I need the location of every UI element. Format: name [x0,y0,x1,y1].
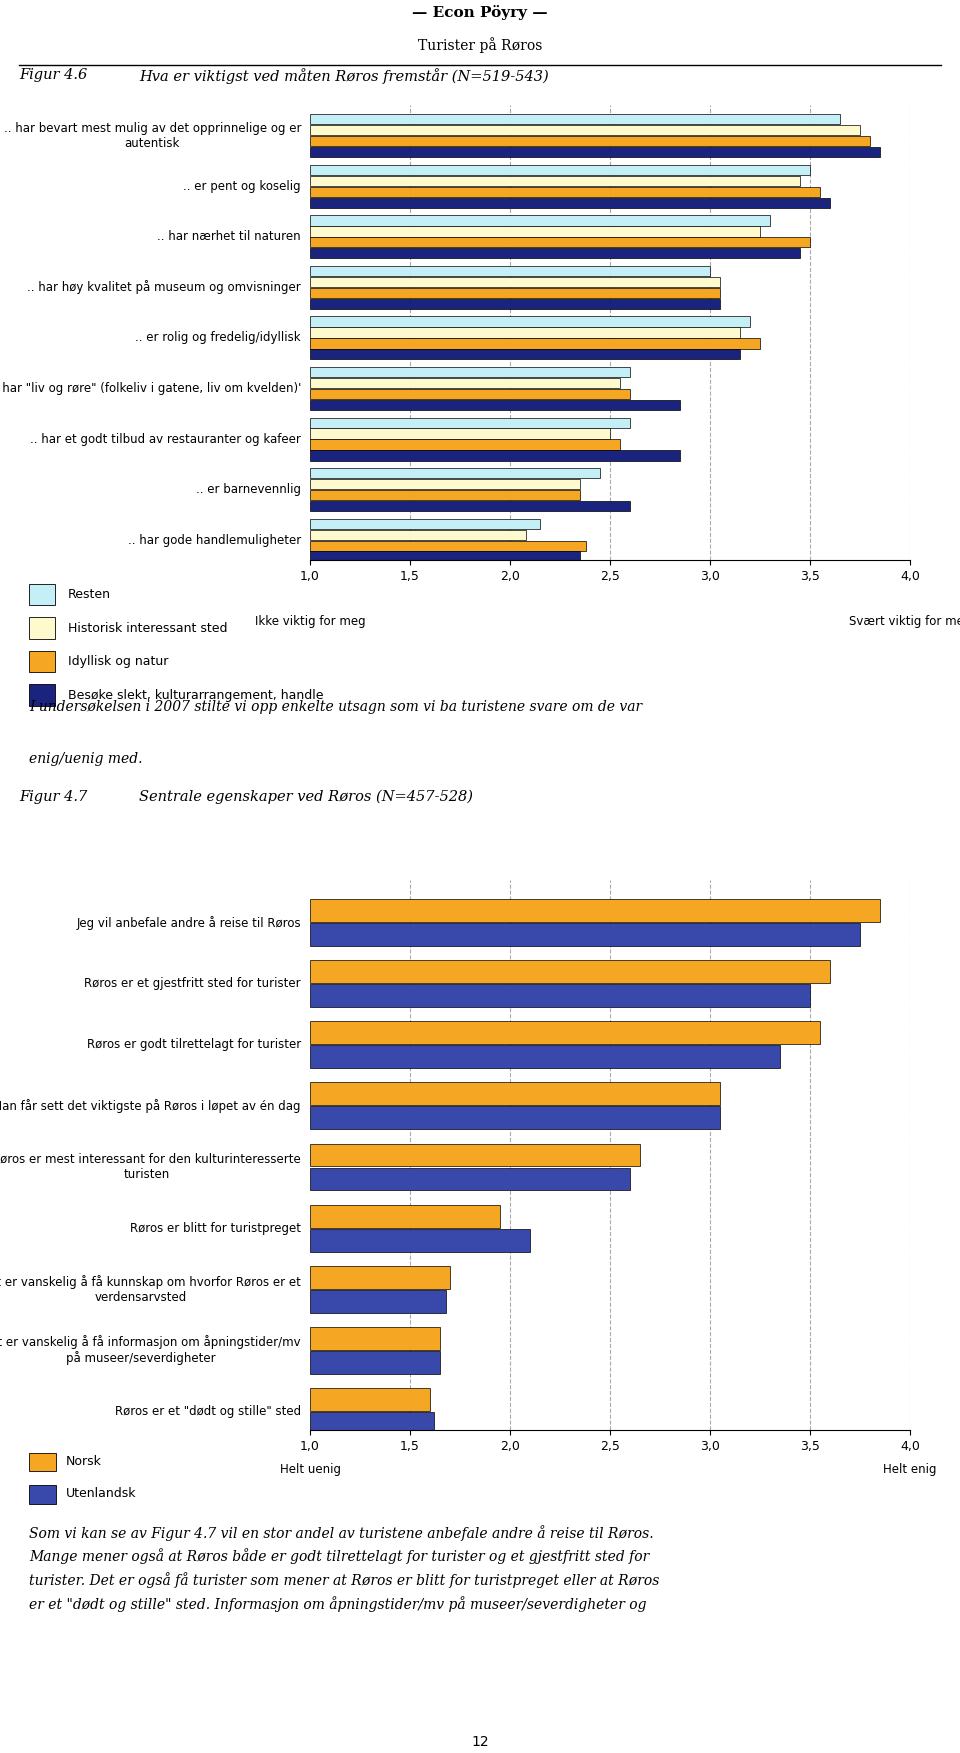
Text: Hva er viktigst ved måten Røros fremstår (N=519-543): Hva er viktigst ved måten Røros fremstår… [139,68,549,84]
Bar [310,400,680,410]
Text: Røros er et gjestfritt sted for turister: Røros er et gjestfritt sted for turister [84,976,301,990]
Bar [310,552,580,561]
Bar [29,1453,56,1471]
Bar [310,124,860,135]
Bar [310,1229,530,1252]
Bar [29,584,55,605]
Text: .. har et godt tilbud av restauranter og kafeer: .. har et godt tilbud av restauranter og… [30,433,301,445]
Bar [29,684,55,706]
Text: .. har "liv og røre" (folkeliv i gatene, liv om kvelden)': .. har "liv og røre" (folkeliv i gatene,… [0,382,301,394]
Text: .. har bevart mest mulig av det opprinnelige og er
autentisk: .. har bevart mest mulig av det opprinne… [4,121,301,149]
Bar [310,1290,446,1313]
Bar [310,175,800,186]
Bar [310,186,820,196]
Text: Svært viktig for meg: Svært viktig for meg [849,615,960,628]
Bar [310,519,540,529]
Bar [310,114,840,124]
Text: .. har nærhet til naturen: .. har nærhet til naturen [157,230,301,244]
Bar [310,338,760,349]
Text: Sentrale egenskaper ved Røros (N=457-528): Sentrale egenskaper ved Røros (N=457-528… [139,791,473,805]
Bar [310,1143,640,1166]
Bar [310,389,630,400]
Text: I undersøkelsen i 2007 stilte vi opp enkelte utsagn som vi ba turistene svare om: I undersøkelsen i 2007 stilte vi opp enk… [29,699,642,713]
Bar [29,617,55,638]
Bar [310,198,830,209]
Bar [310,277,720,287]
Text: 12: 12 [471,1734,489,1748]
Bar [310,1411,434,1436]
Text: Utenlandsk: Utenlandsk [65,1487,136,1501]
Text: Figur 4.6: Figur 4.6 [19,68,87,82]
Bar [310,317,750,326]
Bar [310,983,810,1008]
Text: Helt enig: Helt enig [883,1464,937,1476]
Bar [310,137,870,145]
Text: — Econ Pöyry —: — Econ Pöyry — [412,5,548,21]
Bar [29,1485,56,1504]
Text: Historisk interessant sted: Historisk interessant sted [67,622,228,635]
Bar [310,1167,630,1190]
Bar [310,165,810,175]
Bar [310,1106,720,1129]
Bar [310,961,830,983]
Text: Røros er blitt for turistpreget: Røros er blitt for turistpreget [130,1222,301,1234]
Bar [310,226,760,237]
Text: Røros er et "dødt og stille" sted: Røros er et "dødt og stille" sted [115,1404,301,1418]
Bar [310,468,600,479]
Bar [310,266,710,277]
Bar [310,287,720,298]
Bar [310,540,586,550]
Text: Ikke viktig for meg: Ikke viktig for meg [254,615,366,628]
Text: Røros er mest interessant for den kulturinteresserte
turisten: Røros er mest interessant for den kultur… [0,1153,301,1182]
Text: .. er rolig og fredelig/idyllisk: .. er rolig og fredelig/idyllisk [135,331,301,345]
Bar [310,328,740,338]
Bar [310,428,610,438]
Bar [310,451,680,461]
Bar [310,440,620,451]
Text: Man får sett det viktigste på Røros i løpet av én dag: Man får sett det viktigste på Røros i lø… [0,1099,301,1113]
Text: Norsk: Norsk [65,1455,102,1467]
Bar [310,237,810,247]
Bar [310,899,880,922]
Text: Idyllisk og natur: Idyllisk og natur [67,656,168,668]
Text: Røros er godt tilrettelagt for turister: Røros er godt tilrettelagt for turister [86,1038,301,1052]
Text: Det er vanskelig å få kunnskap om hvorfor Røros er et
verdensarvsted: Det er vanskelig å få kunnskap om hvorfo… [0,1274,301,1304]
Text: .. har høy kvalitet på museum og omvisninger: .. har høy kvalitet på museum og omvisni… [27,280,301,295]
Text: Resten: Resten [67,587,110,601]
Bar [310,1352,440,1374]
Text: Turister på Røros: Turister på Røros [418,37,542,53]
Bar [310,479,580,489]
Bar [310,379,620,387]
Bar [310,1045,780,1068]
Bar [29,650,55,673]
Bar [310,417,630,428]
Bar [310,1327,440,1350]
Bar [310,147,880,158]
Bar [310,216,770,226]
Text: Figur 4.7: Figur 4.7 [19,791,87,805]
Bar [310,529,526,540]
Text: Som vi kan se av Figur 4.7 vil en stor andel av turistene anbefale andre å reise: Som vi kan se av Figur 4.7 vil en stor a… [29,1525,660,1611]
Bar [310,249,800,258]
Text: Det er vanskelig å få informasjon om åpningstider/mv
på museer/severdigheter: Det er vanskelig å få informasjon om åpn… [0,1336,301,1366]
Bar [310,1022,820,1045]
Text: Besøke slekt, kulturarrangement, handle: Besøke slekt, kulturarrangement, handle [67,689,324,701]
Bar [310,1388,430,1411]
Text: .. har gode handlemuligheter: .. har gode handlemuligheter [128,533,301,547]
Bar [310,924,860,947]
Bar [310,1082,720,1106]
Bar [310,349,740,359]
Text: Helt uenig: Helt uenig [279,1464,341,1476]
Text: .. er pent og koselig: .. er pent og koselig [183,181,301,193]
Bar [310,298,720,309]
Bar [310,1266,450,1288]
Text: Jeg vil anbefale andre å reise til Røros: Jeg vil anbefale andre å reise til Røros [77,915,301,929]
Bar [310,366,630,377]
Text: .. er barnevennlig: .. er barnevennlig [196,484,301,496]
Text: enig/uenig med.: enig/uenig med. [29,752,142,766]
Bar [310,491,580,500]
Bar [310,501,630,512]
Bar [310,1204,500,1227]
